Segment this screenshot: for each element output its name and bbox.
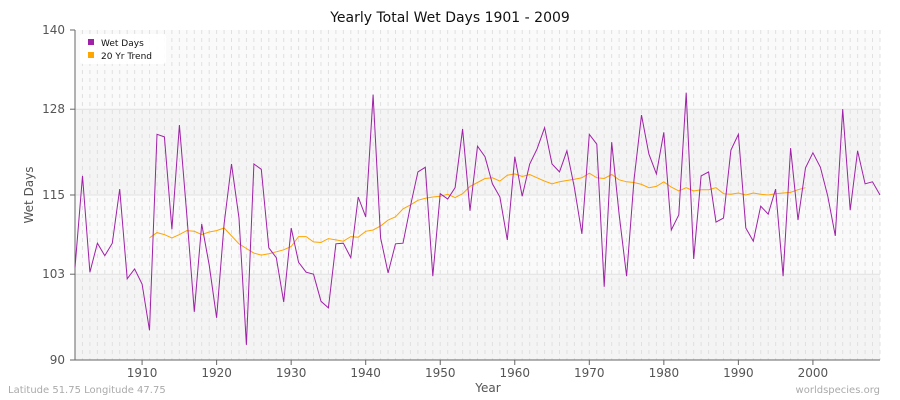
chart-title: Yearly Total Wet Days 1901 - 2009 (329, 10, 570, 26)
x-tick-label: 1910 (127, 366, 158, 380)
x-tick-label: 2000 (798, 366, 829, 380)
y-tick-label: 90 (50, 353, 65, 367)
x-tick-label: 1920 (201, 366, 232, 380)
legend-swatch-trend (88, 52, 94, 58)
source-label: worldspecies.org (796, 385, 880, 396)
legend-label-trend: 20 Yr Trend (101, 52, 152, 62)
legend: Wet Days 20 Yr Trend (80, 34, 166, 64)
x-tick-label: 1940 (350, 366, 381, 380)
y-tick-label: 115 (42, 188, 65, 202)
y-tick-label: 128 (42, 102, 65, 116)
y-tick-label: 140 (42, 23, 65, 37)
x-tick-label: 1990 (723, 366, 754, 380)
x-tick-label: 1980 (649, 366, 680, 380)
legend-swatch-wet-days (88, 39, 94, 45)
location-label: Latitude 51.75 Longitude 47.75 (8, 385, 166, 396)
x-axis-label: Year (474, 381, 500, 395)
legend-label-wet-days: Wet Days (101, 39, 144, 49)
x-tick-label: 1950 (425, 366, 456, 380)
y-axis-label: Wet Days (22, 166, 36, 223)
y-tick-label: 103 (42, 267, 65, 281)
series-line-wet-days (74, 92, 881, 345)
x-tick-label: 1960 (499, 366, 530, 380)
x-tick-label: 1970 (574, 366, 605, 380)
x-tick-label: 1930 (276, 366, 307, 380)
series-line-20-yr-trend (149, 172, 806, 256)
